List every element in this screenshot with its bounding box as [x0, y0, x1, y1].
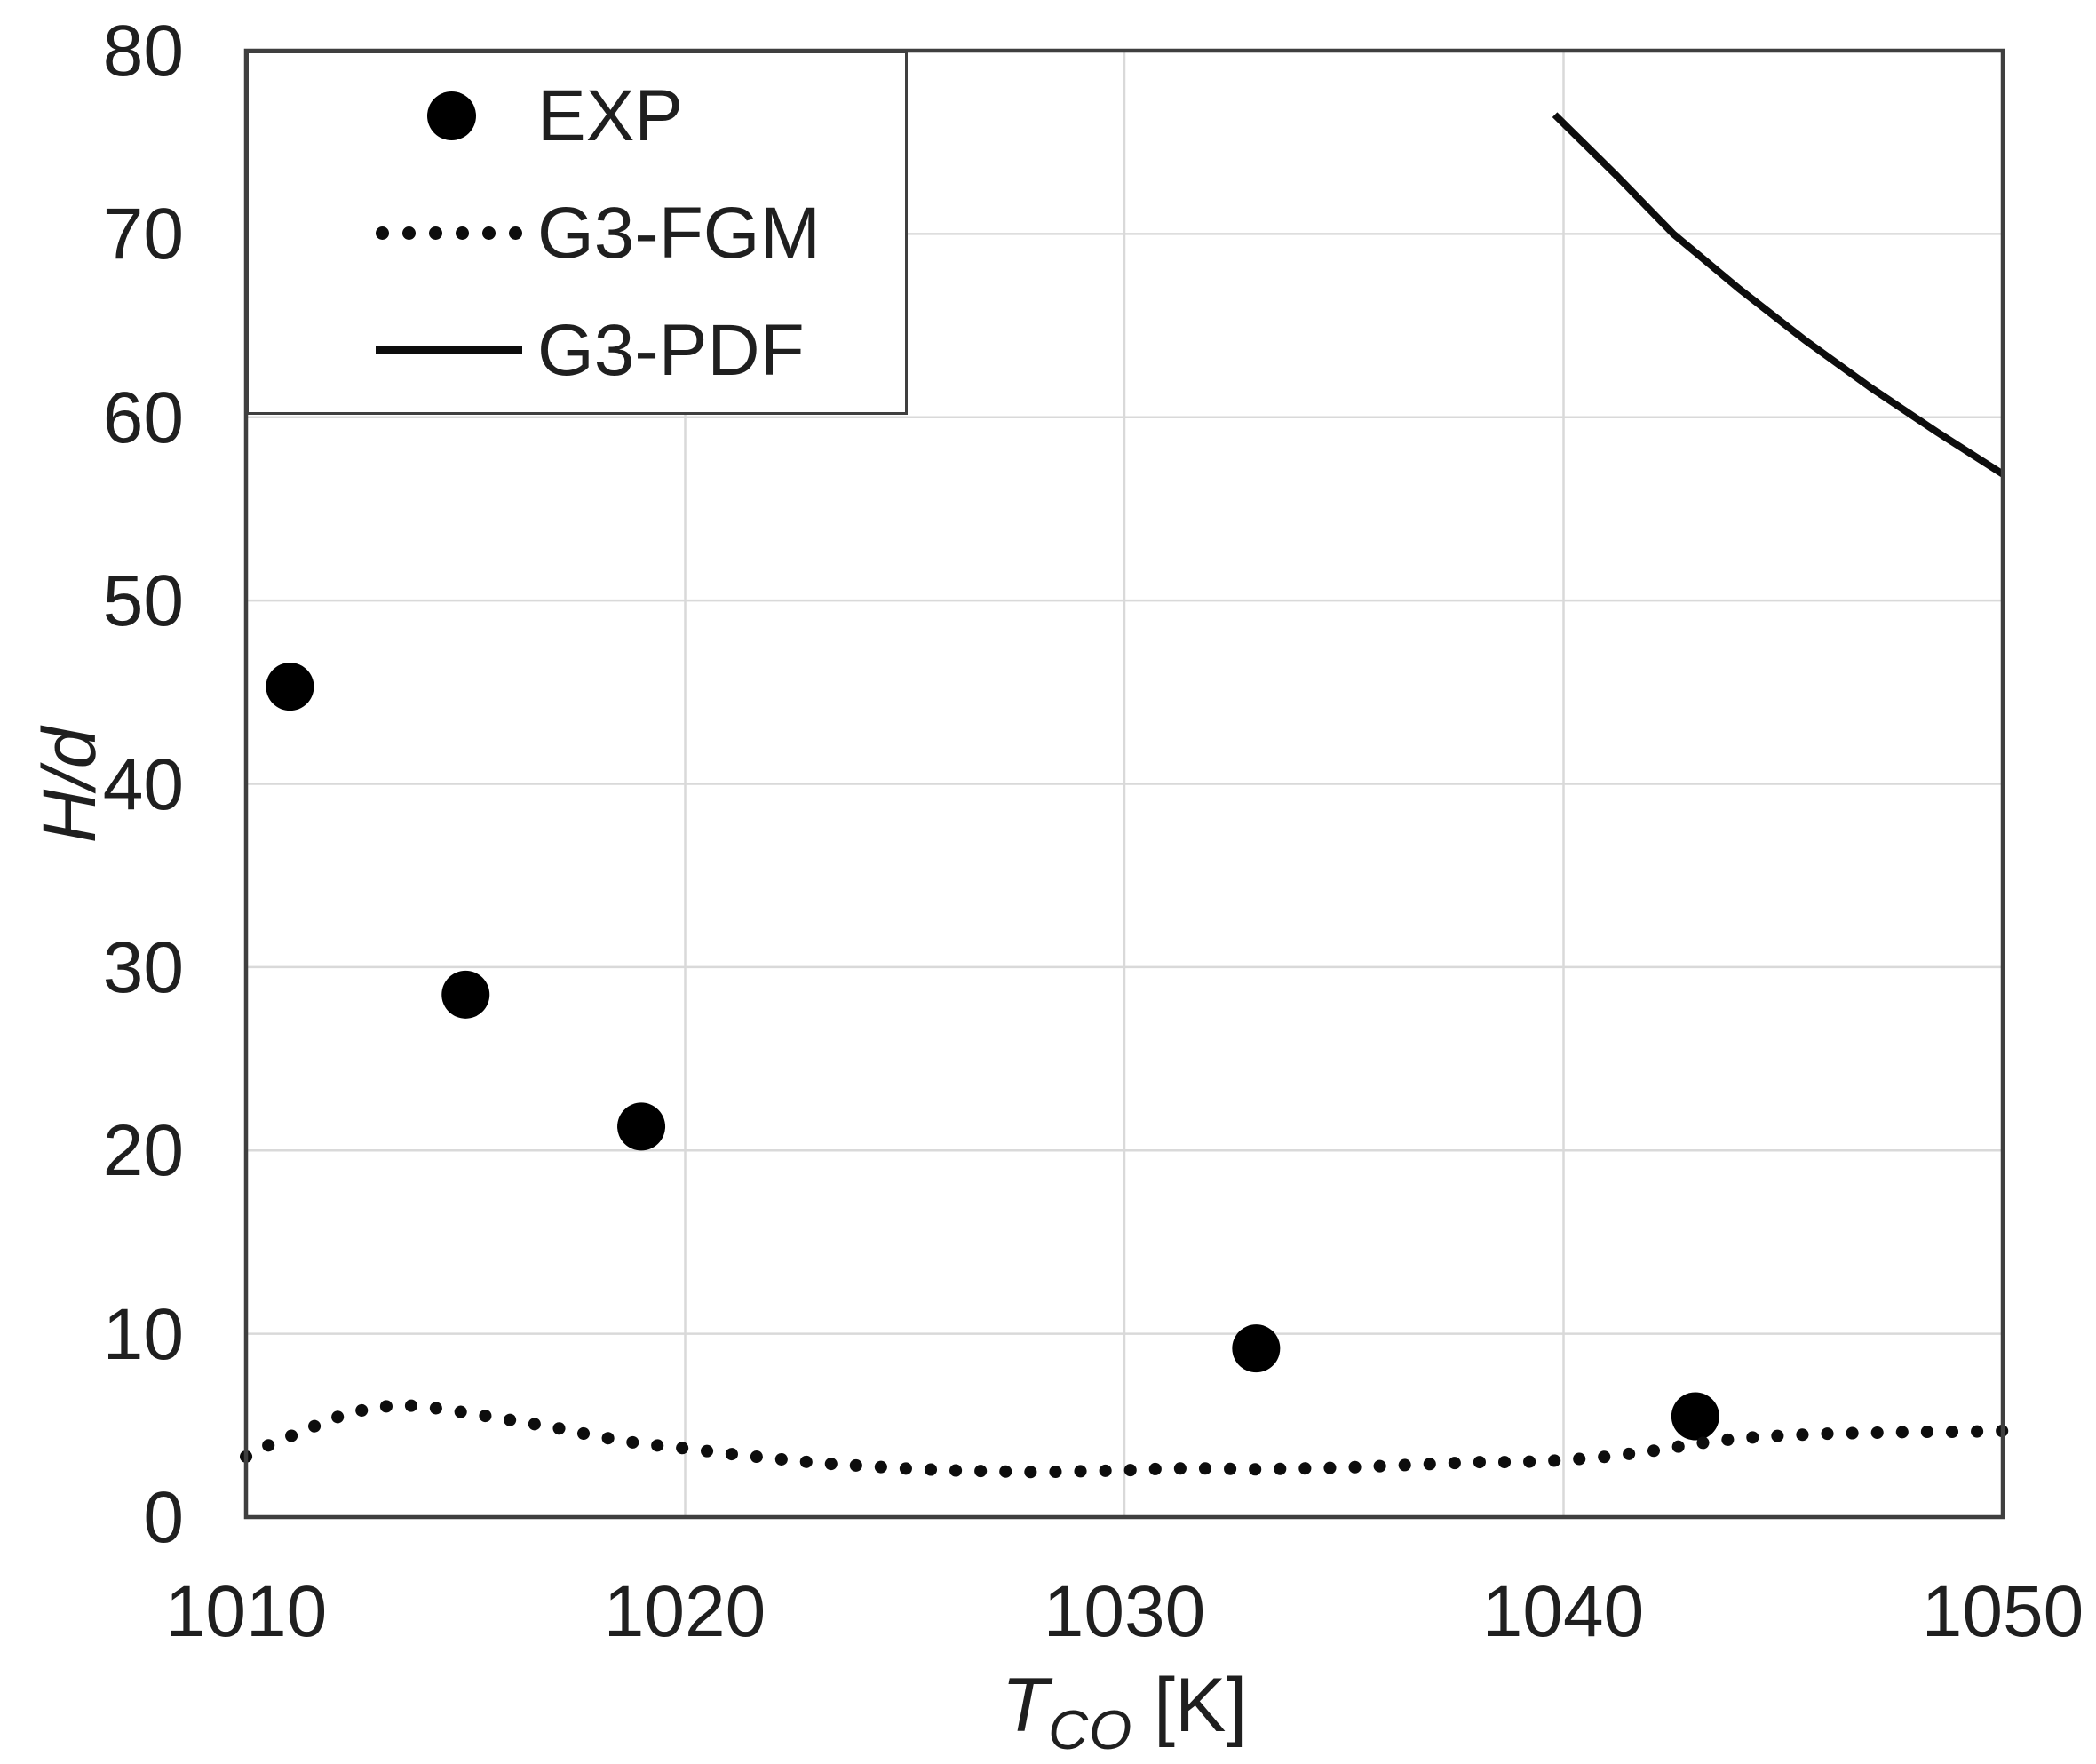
legend-label: EXP — [537, 75, 684, 156]
x-tick-1020: 1020 — [603, 1571, 766, 1652]
plot-border — [243, 48, 2005, 1520]
x-tick-1010: 1010 — [164, 1571, 328, 1652]
y-tick-20: 20 — [102, 1110, 184, 1191]
legend-item-g3-fgm: G3-FGM — [249, 175, 905, 291]
legend-label: G3-PDF — [537, 309, 805, 391]
x-axis-symbol: T — [1001, 1663, 1049, 1748]
y-axis-title: H/d — [28, 727, 111, 844]
exp-data-point — [266, 663, 314, 711]
x-tick-1040: 1040 — [1481, 1571, 1645, 1652]
x-tick-1030: 1030 — [1043, 1571, 1206, 1652]
x-tick-1050: 1050 — [1921, 1571, 2084, 1652]
legend: EXP G3-FGM G3-PDF — [246, 51, 908, 415]
x-axis-unit: [K] — [1154, 1663, 1248, 1748]
y-tick-80: 80 — [102, 11, 184, 91]
y-tick-60: 60 — [102, 377, 184, 458]
legend-item-exp: EXP — [249, 58, 905, 174]
exp-data-point — [1232, 1324, 1281, 1373]
g3-pdf-line — [1552, 112, 2005, 478]
exp-data-point — [441, 970, 490, 1019]
y-tick-0: 0 — [143, 1477, 184, 1558]
y-tick-10: 10 — [102, 1294, 184, 1375]
x-axis-subscript: CO — [1048, 1700, 1133, 1761]
g3-fgm-line — [240, 1399, 2009, 1479]
legend-label: G3-FGM — [537, 192, 821, 274]
y-tick-70: 70 — [102, 194, 184, 274]
y-tick-50: 50 — [102, 560, 184, 641]
dotted-line-sample-icon — [376, 226, 522, 241]
y-tick-40: 40 — [102, 744, 184, 825]
exp-data-point — [1671, 1392, 1719, 1441]
x-axis-title: TCO [K] — [769, 1663, 1480, 1761]
filled-circle-marker-icon — [427, 91, 476, 140]
exp-data-point — [617, 1102, 666, 1151]
y-tick-30: 30 — [102, 927, 184, 1008]
legend-item-g3-pdf: G3-PDF — [249, 292, 905, 409]
solid-line-sample-icon — [376, 346, 522, 354]
